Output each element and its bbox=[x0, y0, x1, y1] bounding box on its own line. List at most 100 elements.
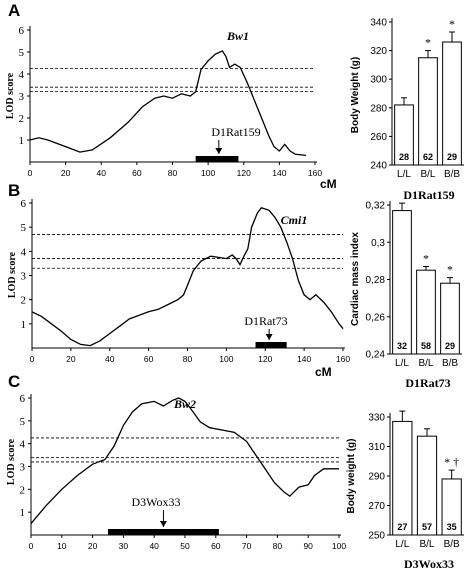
lod-y-tick-label: 1 bbox=[20, 507, 26, 519]
lod-x-tick-label: 0 bbox=[28, 168, 33, 178]
bar bbox=[442, 41, 462, 166]
lod-y-tick-label: 6 bbox=[20, 393, 26, 405]
bar-chart: 0,24 0,26 0,28 0,3 0,32 32 L/L 58 * B/L 29 * B/B Card… bbox=[350, 201, 462, 390]
bar-n-label: 29 bbox=[447, 152, 457, 162]
bar-y-tick-label: 0,24 bbox=[366, 350, 386, 361]
bar-marker-label: D1Rat73 bbox=[405, 376, 450, 390]
lod-x-axis-title: cM bbox=[320, 177, 337, 191]
bar-category-label: B/L bbox=[420, 169, 435, 180]
lod-x-tick-label: 60 bbox=[211, 541, 221, 551]
lod-y-tick-label: 1 bbox=[21, 319, 27, 331]
lod-x-tick-label: 60 bbox=[132, 168, 142, 178]
significance-mark: * bbox=[449, 17, 455, 31]
confidence-interval-bar bbox=[195, 156, 239, 162]
lod-y-tick-label: 2 bbox=[20, 484, 26, 496]
lod-x-tick-label: 20 bbox=[66, 354, 76, 364]
bar-n-label: 62 bbox=[423, 152, 433, 162]
lod-x-tick-label: 70 bbox=[242, 541, 252, 551]
peak-label: Cmi1 bbox=[281, 213, 308, 227]
lod-y-tick-label: 5 bbox=[19, 47, 25, 59]
lod-x-tick-label: 60 bbox=[144, 354, 154, 364]
bar-y-tick-label: 250 bbox=[368, 531, 385, 542]
bar-n-label: 57 bbox=[422, 522, 432, 532]
bar-n-label: 29 bbox=[445, 341, 455, 351]
bar-category-label: B/L bbox=[418, 358, 433, 369]
bar-marker-label: D3Wox33 bbox=[404, 557, 454, 571]
bar-n-label: 28 bbox=[399, 152, 409, 162]
marker-arrow-head bbox=[215, 148, 223, 154]
lod-x-tick-label: 40 bbox=[149, 541, 159, 551]
lod-x-tick-label: 80 bbox=[168, 168, 178, 178]
bar-y-tick-label: 0,26 bbox=[366, 312, 386, 323]
bar bbox=[392, 420, 413, 536]
lod-x-tick-label: 120 bbox=[237, 168, 251, 178]
lod-x-tick-label: 80 bbox=[183, 354, 193, 364]
lod-y-tick-label: 5 bbox=[21, 222, 27, 234]
lod-curve bbox=[30, 397, 339, 525]
bar-y-tick-label: 0,32 bbox=[366, 201, 386, 212]
bar-y-tick-label: 340 bbox=[370, 18, 387, 29]
significance-mark: * bbox=[423, 251, 429, 265]
lod-x-tick-label: 100 bbox=[332, 541, 346, 551]
bar-n-label: 35 bbox=[447, 522, 457, 532]
lod-x-tick-label: 50 bbox=[180, 541, 190, 551]
lod-y-tick-label: 4 bbox=[21, 246, 27, 258]
lod-x-axis-title: cM bbox=[315, 365, 332, 379]
bar-y-tick-label: 280 bbox=[370, 103, 387, 114]
lod-y-tick-label: 6 bbox=[21, 198, 27, 210]
peak-label: Bw2 bbox=[173, 397, 196, 411]
lod-x-tick-label: 160 bbox=[308, 168, 322, 178]
lod-x-tick-label: 10 bbox=[57, 541, 67, 551]
panel-letter: A bbox=[8, 1, 20, 20]
lod-y-tick-label: 3 bbox=[19, 91, 25, 103]
bar-y-axis-title: Cardiac mass index bbox=[350, 232, 361, 326]
lod-x-tick-label: 160 bbox=[336, 354, 350, 364]
lod-curve bbox=[29, 50, 307, 157]
marker-label: D3Wox33 bbox=[131, 495, 180, 509]
lod-x-tick-label: 0 bbox=[30, 354, 35, 364]
lod-y-tick-label: 2 bbox=[21, 295, 27, 307]
bar-y-tick-label: 0,3 bbox=[371, 238, 385, 249]
bar-y-tick-label: 320 bbox=[370, 46, 387, 57]
lod-y-axis-title: LOD score bbox=[6, 438, 17, 485]
lod-x-tick-label: 80 bbox=[273, 541, 283, 551]
bar bbox=[392, 210, 412, 355]
significance-mark: * bbox=[425, 36, 431, 50]
peak-label: Bw1 bbox=[226, 29, 249, 43]
bar-n-label: 27 bbox=[397, 522, 407, 532]
lod-x-tick-label: 140 bbox=[272, 168, 286, 178]
bar-y-tick-label: 310 bbox=[368, 442, 385, 453]
panel-letter: C bbox=[8, 372, 20, 391]
bar-y-tick-label: 0,28 bbox=[366, 275, 386, 286]
bar-y-tick-label: 260 bbox=[370, 132, 387, 143]
lod-y-tick-label: 5 bbox=[20, 416, 26, 428]
bar-category-label: L/L bbox=[395, 539, 409, 550]
bar-y-axis-title: Body Weight (g) bbox=[350, 57, 361, 133]
lod-x-tick-label: 140 bbox=[297, 354, 311, 364]
lod-y-tick-label: 2 bbox=[19, 113, 25, 125]
bar-y-axis-title: Body weight (g) bbox=[346, 439, 357, 514]
lod-curve bbox=[31, 207, 344, 347]
confidence-interval-bar bbox=[108, 529, 219, 535]
lod-y-tick-label: 3 bbox=[21, 271, 27, 283]
lod-y-axis-title: LOD score bbox=[5, 72, 16, 119]
bar-category-label: L/L bbox=[395, 358, 409, 369]
lod-x-tick-label: 40 bbox=[105, 354, 115, 364]
bar-y-tick-label: 240 bbox=[370, 161, 387, 172]
marker-arrow-head bbox=[265, 334, 273, 340]
lod-x-tick-label: 90 bbox=[303, 541, 313, 551]
lod-x-tick-label: 120 bbox=[258, 354, 272, 364]
bar-chart: 250 270 290 310 330 27 L/L 57 B/L 35 * † B/B Body we… bbox=[346, 410, 464, 571]
lod-x-tick-label: 20 bbox=[61, 168, 71, 178]
lod-y-tick-label: 4 bbox=[19, 69, 25, 81]
bar-y-tick-label: 270 bbox=[368, 501, 385, 512]
lod-x-tick-label: 0 bbox=[29, 541, 34, 551]
bar-n-label: 32 bbox=[397, 341, 407, 351]
bar-category-label: B/B bbox=[444, 539, 460, 550]
